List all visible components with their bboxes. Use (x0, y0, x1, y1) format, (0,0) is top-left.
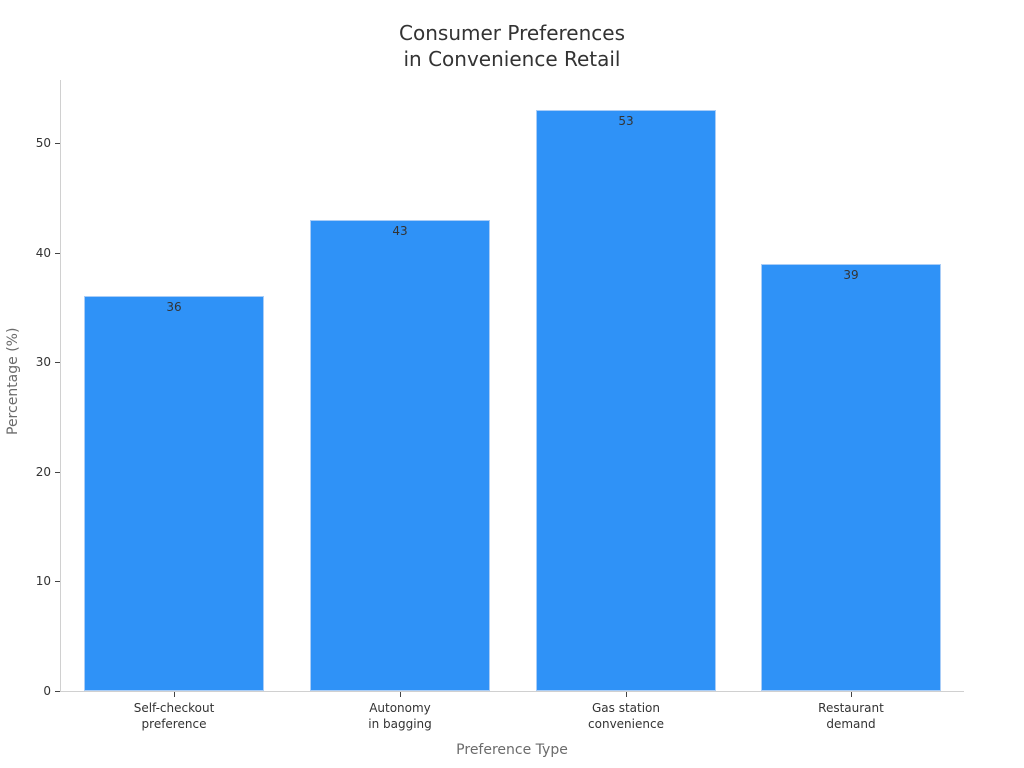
y-tick-label: 20 (35, 465, 51, 479)
x-tick-label-line: Restaurant (818, 701, 884, 715)
y-tick-label: 50 (35, 136, 51, 150)
x-tick-mark (626, 692, 627, 697)
y-tick-mark (55, 362, 60, 363)
y-tick-mark (55, 253, 60, 254)
x-tick-label: Self-checkout preference (84, 700, 264, 732)
x-axis-title: Preference Type (456, 742, 568, 758)
x-tick-mark (851, 692, 852, 697)
bar (536, 110, 716, 691)
y-tick-mark (55, 581, 60, 582)
y-tick-label: 30 (35, 355, 51, 369)
x-tick-label: Autonomy in bagging (310, 700, 490, 732)
x-tick-label: Gas station convenience (536, 700, 716, 732)
x-axis-line (60, 691, 964, 692)
chart-title-line-2: in Convenience Retail (403, 47, 621, 71)
x-tick-label-line: demand (826, 717, 876, 731)
bar (310, 219, 490, 691)
x-tick-label-line: preference (141, 717, 207, 731)
y-tick-mark (55, 143, 60, 144)
chart-title: Consumer Preferences in Convenience Reta… (0, 20, 1024, 72)
y-tick-label: 10 (35, 574, 51, 588)
y-tick-label: 0 (43, 684, 51, 698)
bar-value-label: 43 (392, 223, 408, 238)
x-tick-label-line: Gas station (591, 701, 660, 715)
bar (84, 296, 264, 691)
y-tick-label: 40 (35, 246, 51, 260)
chart-title-line-1: Consumer Preferences (399, 21, 625, 45)
x-tick-label-line: Autonomy (369, 701, 431, 715)
x-tick-label-line: Self-checkout (133, 701, 215, 715)
bar-value-label: 39 (843, 267, 859, 282)
y-axis-line (60, 80, 61, 692)
x-tick-mark (174, 692, 175, 697)
y-axis-title: Percentage (%) (5, 327, 21, 435)
bar-value-label: 36 (166, 300, 182, 315)
y-tick-mark (55, 472, 60, 473)
x-tick-label-line: convenience (588, 717, 664, 731)
x-tick-mark (400, 692, 401, 697)
x-tick-label: Restaurant demand (761, 700, 941, 732)
x-tick-label-line: in bagging (368, 717, 432, 731)
y-tick-mark (55, 691, 60, 692)
bar-value-label: 53 (618, 114, 634, 129)
bar (761, 263, 941, 691)
